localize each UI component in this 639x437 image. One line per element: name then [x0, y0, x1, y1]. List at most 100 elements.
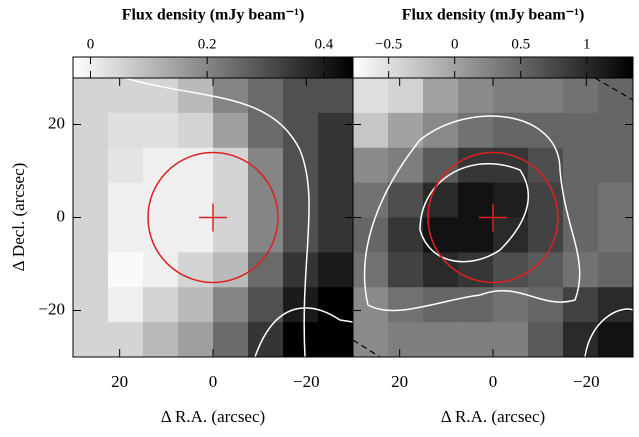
heatmap-cell	[353, 287, 389, 323]
heatmap-cell	[458, 112, 494, 149]
heatmap-cell	[353, 217, 389, 253]
y-axis-label: Δ Decl. (arcsec)	[9, 163, 28, 272]
heatmap-cell	[73, 112, 109, 149]
heatmap-cell	[353, 147, 389, 184]
heatmap-cell	[178, 182, 214, 218]
heatmap-cell	[493, 147, 529, 184]
center-cross	[199, 203, 227, 232]
heatmap-cell	[563, 78, 599, 114]
heatmap-cell	[108, 217, 144, 253]
heatmap-cell	[493, 322, 529, 358]
heatmap-cell	[318, 322, 354, 358]
heatmap-cell	[178, 112, 214, 149]
heatmap-cell	[143, 252, 179, 288]
x-tick-label: 0	[209, 372, 218, 391]
heatmap-cell	[108, 112, 144, 149]
heatmap-cell	[598, 112, 634, 149]
heatmap-cell	[108, 78, 144, 114]
heatmap-cell	[283, 287, 319, 323]
heatmap-cell	[353, 182, 389, 218]
colorbar-tick-label: 0	[87, 36, 95, 52]
heatmap-cell	[318, 217, 354, 253]
x-tick-label: 20	[391, 372, 408, 391]
colorbar-tick-label: 0	[451, 36, 459, 52]
center-cross	[479, 203, 507, 232]
heatmap-cell	[388, 252, 424, 288]
heatmap-cell	[248, 147, 284, 184]
heatmap-cell	[388, 287, 424, 323]
heatmap-cell	[283, 217, 319, 253]
heatmap-cell	[213, 147, 249, 184]
colorbar-tick-label: 0.5	[511, 36, 530, 52]
overlays	[72, 77, 634, 358]
heatmap-cell	[528, 147, 564, 184]
heatmap-cell	[598, 252, 634, 288]
heatmap-cell	[248, 252, 284, 288]
heatmap-cell	[73, 147, 109, 184]
x-tick-label: 0	[489, 372, 498, 391]
heatmap-cell	[213, 322, 249, 358]
heatmap-cell	[318, 112, 354, 149]
heatmap-cell	[528, 322, 564, 358]
contour	[419, 163, 529, 263]
x-axis-label: Δ R.A. (arcsec)	[161, 407, 265, 426]
heatmap-cell	[458, 217, 494, 253]
y-tick-label: 20	[48, 113, 65, 132]
x-tick-label: 20	[111, 372, 128, 391]
heatmap-cell	[388, 182, 424, 218]
heatmap-cell	[598, 147, 634, 184]
colorbar-title: Flux density (mJy beam⁻¹)	[402, 7, 585, 24]
contour	[584, 308, 634, 358]
colorbar	[72, 56, 354, 79]
colorbar-tick-label: −0.5	[375, 36, 402, 52]
heatmap-cell	[528, 252, 564, 288]
heatmap-cell	[248, 287, 284, 323]
heatmap-cell	[458, 322, 494, 358]
heatmap-cell	[143, 112, 179, 149]
heatmap-cell	[353, 322, 389, 358]
heatmaps	[73, 78, 634, 358]
heatmap-cell	[598, 287, 634, 323]
colorbar-tick-label: 0.2	[198, 36, 217, 52]
heatmap-cell	[283, 182, 319, 218]
beam-circle	[427, 151, 559, 284]
heatmap-cell	[283, 78, 319, 114]
heatmap-cell	[493, 78, 529, 114]
heatmap-cell	[108, 322, 144, 358]
colorbar-tick-label: 1	[583, 36, 591, 52]
heatmap-cell	[73, 287, 109, 323]
x-tick-label: −20	[293, 372, 320, 391]
heatmap-cell	[108, 182, 144, 218]
heatmap-cell	[493, 182, 529, 218]
heatmap-cell	[73, 78, 109, 114]
colorbar-tick-label: 0.4	[314, 36, 333, 52]
heatmap-cell	[563, 182, 599, 218]
heatmap-cell	[528, 112, 564, 149]
heatmap-cell	[283, 252, 319, 288]
heatmap-cell	[563, 147, 599, 184]
contour	[363, 115, 581, 312]
heatmap-cell	[563, 252, 599, 288]
heatmap-cell	[423, 112, 459, 149]
contour	[124, 77, 310, 358]
x-tick-label: −20	[573, 372, 600, 391]
heatmap-cell	[388, 78, 424, 114]
heatmap-cell	[353, 112, 389, 149]
colorbar-title: Flux density (mJy beam⁻¹)	[122, 7, 305, 24]
y-tick-label: −20	[38, 299, 65, 318]
heatmap-cell	[213, 287, 249, 323]
heatmap-cell	[423, 78, 459, 114]
frame	[352, 77, 634, 358]
heatmap-cell	[213, 112, 249, 149]
heatmap-cell	[178, 322, 214, 358]
heatmap-cell	[73, 322, 109, 358]
heatmap-cell	[178, 287, 214, 323]
heatmap-cell	[248, 112, 284, 149]
heatmap-cell	[108, 287, 144, 323]
heatmap-cell	[528, 78, 564, 114]
heatmap-cell	[73, 252, 109, 288]
heatmap-cell	[528, 287, 564, 323]
heatmap-cell	[178, 147, 214, 184]
heatmap-cell	[108, 252, 144, 288]
